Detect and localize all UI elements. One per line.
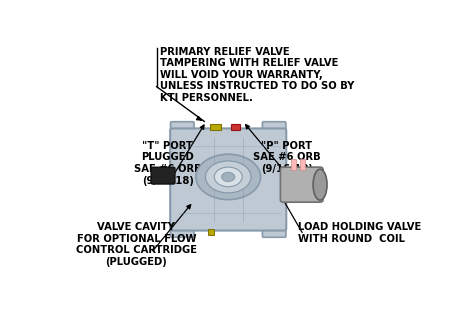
Circle shape xyxy=(222,172,235,182)
FancyBboxPatch shape xyxy=(263,122,286,134)
Circle shape xyxy=(196,154,261,200)
FancyBboxPatch shape xyxy=(170,128,286,230)
Bar xyxy=(210,124,221,130)
Ellipse shape xyxy=(313,169,327,200)
Circle shape xyxy=(205,161,251,193)
Bar xyxy=(231,124,240,130)
FancyBboxPatch shape xyxy=(263,225,286,237)
FancyBboxPatch shape xyxy=(171,225,194,237)
FancyBboxPatch shape xyxy=(151,167,175,184)
Text: "P" PORT
SAE #6 ORB
(9/16-18): "P" PORT SAE #6 ORB (9/16-18) xyxy=(253,141,321,174)
Text: PRIMARY RELIEF VALVE
TAMPERING WITH RELIEF VALVE
WILL VOID YOUR WARRANTY,
UNLESS: PRIMARY RELIEF VALVE TAMPERING WITH RELI… xyxy=(160,47,355,103)
FancyBboxPatch shape xyxy=(281,167,323,202)
Text: LOAD HOLDING VALVE
WITH ROUND  COIL: LOAD HOLDING VALVE WITH ROUND COIL xyxy=(298,222,421,244)
Text: "T" PORT
PLUGGED
SAE #6 ORB
(9/16-18): "T" PORT PLUGGED SAE #6 ORB (9/16-18) xyxy=(134,141,201,186)
Circle shape xyxy=(214,167,242,187)
Bar xyxy=(300,159,305,171)
Bar xyxy=(291,159,296,171)
Text: VALVE CAVITY
FOR OPTIONAL FLOW
CONTROL CARTRIDGE
(PLUGGED): VALVE CAVITY FOR OPTIONAL FLOW CONTROL C… xyxy=(76,222,197,267)
FancyBboxPatch shape xyxy=(171,122,194,134)
Bar xyxy=(208,228,213,235)
